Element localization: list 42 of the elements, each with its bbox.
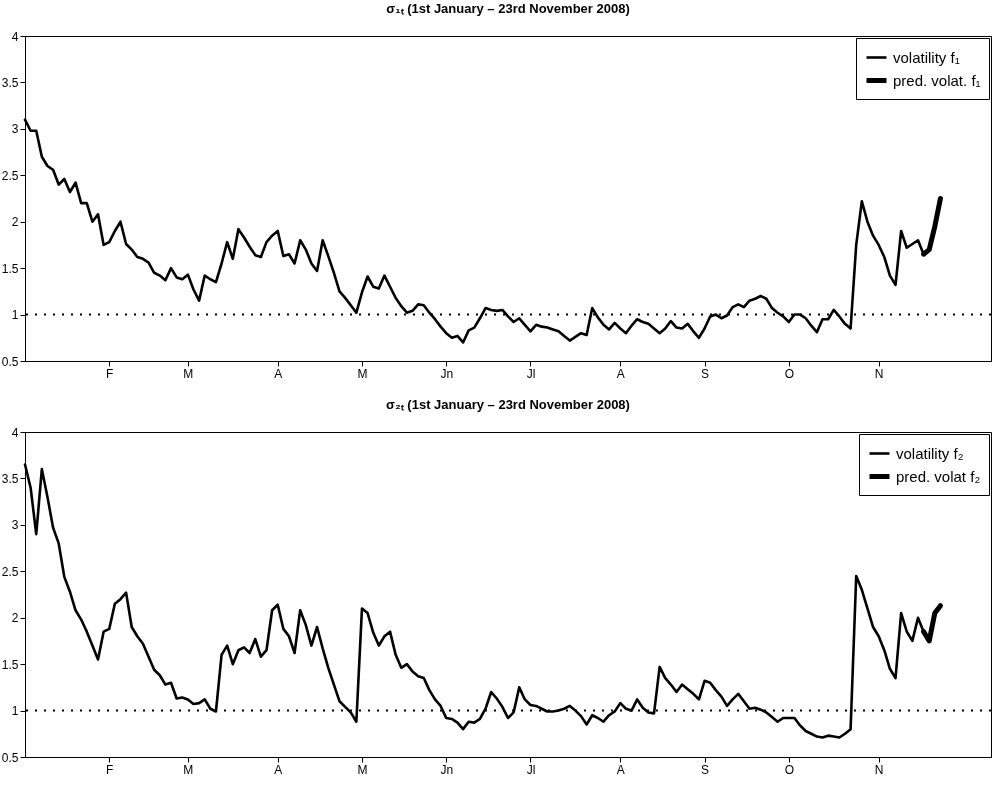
legend-label: pred. volat. f₁ [893,71,981,89]
y-tick-label: 1 [11,308,19,323]
x-tick-label: M [357,762,368,777]
x-tick-label: A [616,762,625,777]
x-tick-label: O [784,366,794,381]
y-tick-label: 1.5 [1,657,19,672]
legend-label: volatility f₂ [896,444,964,462]
x-tick-label: F [106,762,114,777]
x-tick-label: O [784,762,794,777]
x-tick-label: A [274,762,283,777]
x-tick-label: M [357,366,368,381]
chart-title: σ₂ₜ (1st January – 23rd November 2008) [386,397,630,412]
y-tick-label: 2 [11,611,19,626]
x-tick-label: S [701,366,710,381]
y-tick-label: 1.5 [1,261,19,276]
x-tick-label: F [106,366,114,381]
legend-label: pred. volat f₂ [896,467,981,485]
x-tick-label: N [874,762,884,777]
y-tick-label: 3 [11,518,19,533]
x-tick-label: N [874,366,884,381]
y-tick-label: 0.5 [1,750,19,765]
x-tick-label: Jl [526,762,536,777]
x-tick-label: M [183,366,194,381]
y-tick-label: 1 [11,704,19,719]
x-tick-label: A [616,366,625,381]
x-tick-label: M [183,762,194,777]
x-tick-label: Jl [526,366,536,381]
y-tick-label: 3.5 [1,471,19,486]
legend-label: volatility f₁ [893,48,960,66]
x-tick-label: S [701,762,710,777]
y-tick-label: 0.5 [1,354,19,369]
x-tick-label: A [274,366,283,381]
y-tick-label: 4 [11,425,19,440]
y-tick-label: 2.5 [1,168,19,183]
y-tick-label: 3 [11,122,19,137]
x-tick-label: Jn [440,366,454,381]
chart-title: σ₁ₜ (1st January – 23rd November 2008) [386,1,630,16]
y-tick-label: 2.5 [1,564,19,579]
y-tick-label: 2 [11,215,19,230]
y-tick-label: 4 [11,29,19,44]
x-tick-label: Jn [440,762,454,777]
y-tick-label: 3.5 [1,75,19,90]
